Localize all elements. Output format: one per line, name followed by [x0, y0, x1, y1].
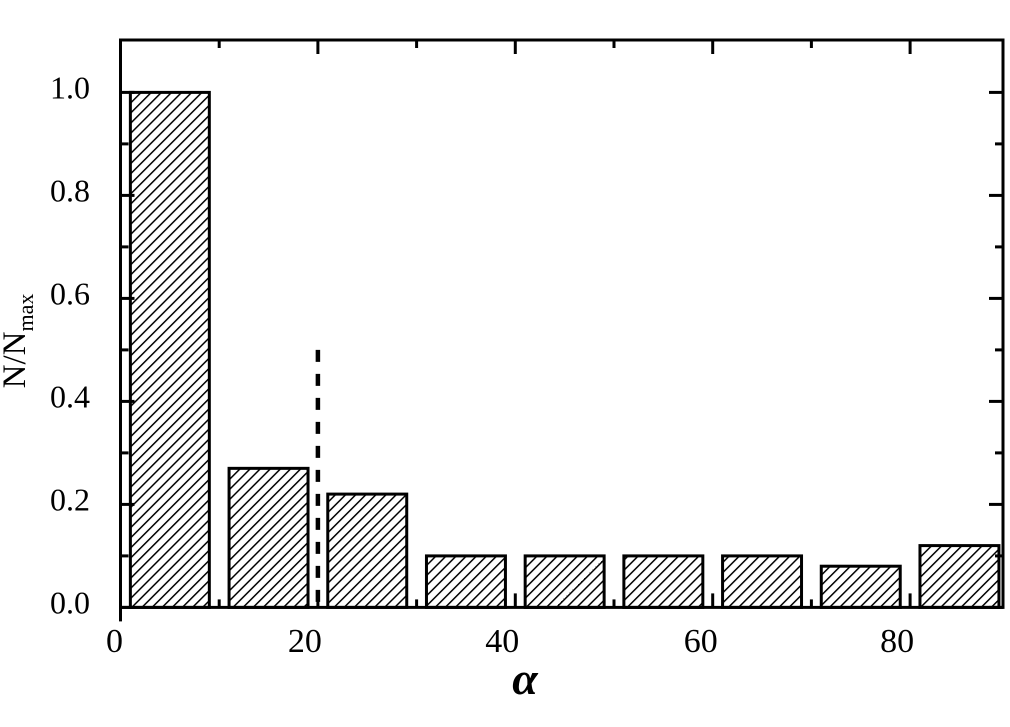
svg-text:80: 80 [880, 623, 914, 660]
svg-text:α: α [512, 653, 539, 704]
svg-text:60: 60 [684, 623, 718, 660]
svg-text:0.6: 0.6 [50, 275, 90, 311]
svg-text:20: 20 [288, 623, 322, 660]
svg-text:0.8: 0.8 [50, 172, 90, 208]
svg-text:1.0: 1.0 [50, 69, 90, 105]
svg-text:0: 0 [106, 623, 123, 660]
svg-text:0.0: 0.0 [50, 584, 90, 620]
svg-text:0.2: 0.2 [50, 481, 90, 517]
svg-text:0.4: 0.4 [50, 378, 90, 414]
